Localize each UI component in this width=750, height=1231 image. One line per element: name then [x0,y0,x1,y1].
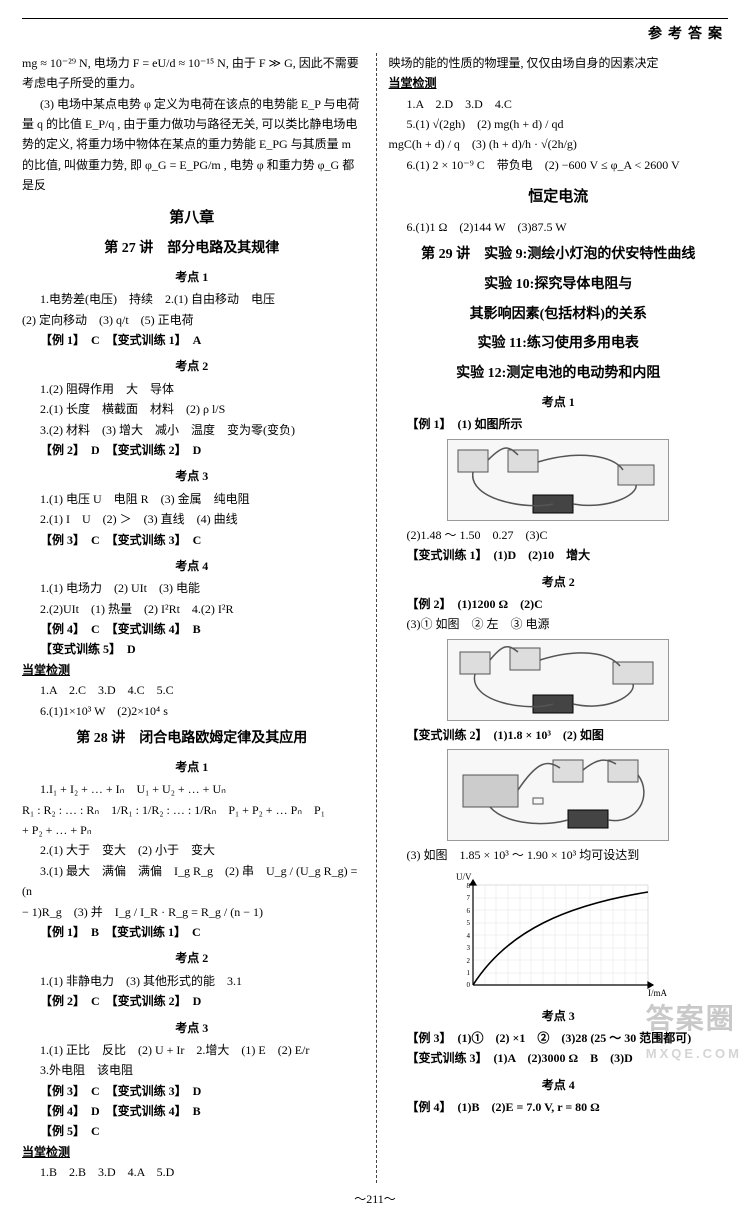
dt-a-line1: 1.A 2.D 3.D 4.C [389,94,729,114]
kd29-ex1: 【例 1】 (1) 如图所示 [389,414,729,434]
lecture-29b: 实验 10:探究导体电阻与 [389,273,729,297]
kaodian-28-3: 考点 3 [22,1018,362,1038]
kd4-ex4: 【例 4】 C 【变式训练 4】 B [22,619,362,639]
kaodian-2: 考点 2 [22,356,362,376]
svg-text:I/mA: I/mA [648,988,667,998]
dt28-heading: 当堂检测 [22,1142,362,1162]
kd3-line2: 2.(1) I U (2) ＞ (3) 直线 (4) 曲线 [22,509,362,529]
kd1-line1: 1.电势差(电压) 持续 2.(1) 自由移动 电压 [22,289,362,309]
svg-text:U/V: U/V [456,872,472,882]
lecture-28-heading: 第 28 讲 闭合电路欧姆定律及其应用 [22,727,362,751]
svg-text:1: 1 [467,969,471,977]
kd28-ex2: 【例 2】 C 【变式训练 2】 D [22,991,362,1011]
kaodian-28-1: 考点 1 [22,757,362,777]
dt27-heading: 当堂检测 [22,660,362,680]
kd2-ex2: 【例 2】 D 【变式训练 2】 D [22,440,362,460]
kd3-line1: 1.(1) 电压 U 电阻 R (3) 金属 纯电阻 [22,489,362,509]
svg-text:8: 8 [467,882,471,890]
dt-a-line2: 5.(1) √(2gh) (2) mg(h + d) / qd [389,114,729,134]
lecture-29d: 实验 11:练习使用多用电表 [389,332,729,356]
kd29-ex3: 【例 3】 (1)① (2) ×1 ② (3)28 (25 ～ 30 范围都可) [389,1028,729,1048]
kd29-ex2: 【例 2】 (1)1200 Ω (2)C [389,594,729,614]
dt27-line2: 6.(1)1×10³ W (2)2×10⁴ s [22,701,362,721]
svg-text:3: 3 [467,944,471,952]
svg-text:2: 2 [467,957,471,965]
kaodian-29-1: 考点 1 [389,392,729,412]
top-rule [22,18,728,19]
dt27-line1: 1.A 2.C 3.D 4.C 5.C [22,680,362,700]
kd29-var2: 【变式训练 2】 (1)1.8 × 10³ (2) 如图 [389,725,729,745]
right-column: 映场的能的性质的物理量, 仅仅由场自身的因素决定 当堂检测 1.A 2.D 3.… [376,53,729,1183]
kd29-ex4: 【例 4】 (1)B (2)E = 7.0 V, r = 80 Ω [389,1097,729,1117]
kd29-ex1-line2: (2)1.48 ～ 1.50 0.27 (3)C [389,525,729,545]
kd29-var1: 【变式训练 1】 (1)D (2)10 增大 [389,545,729,565]
paragraph-3: (3) 电场中某点电势 φ 定义为电荷在该点的电势能 E_P 与电荷量 q 的比… [22,94,362,196]
kd28-1-line6: − 1)R_g (3) 并 I_g / I_R · R_g = R_g / (n… [22,902,362,922]
uv-ima-graph: U/V I/mA [448,870,668,1000]
kd28-1-line4: 2.(1) 大于 变大 (2) 小于 变大 [22,840,362,860]
circuit-figure-3: 电路示意图（电表、待测元件、电源、开关） [447,749,669,841]
kd28-ex3: 【例 3】 C 【变式训练 3】 D [22,1081,362,1101]
circuit-figure-1: 电路示意图（两电表、滑动变阻器、电源） [447,439,669,521]
right-28-line: 6.(1)1 Ω (2)144 W (3)87.5 W [389,217,729,237]
kaodian-29-2: 考点 2 [389,572,729,592]
kd28-ex1: 【例 1】 B 【变式训练 1】 C [22,922,362,942]
kaodian-3: 考点 3 [22,466,362,486]
lecture-29e: 实验 12:测定电池的电动势和内阻 [389,362,729,386]
kd3-ex3: 【例 3】 C 【变式训练 3】 C [22,530,362,550]
kd28-3-line2: 3.外电阻 该电阻 [22,1060,362,1080]
kaodian-29-4: 考点 4 [389,1075,729,1095]
kd4-line2: 2.(2)UIt (1) 热量 (2) I²Rt 4.(2) I²R [22,599,362,619]
kd2-line1: 1.(2) 阻碍作用 大 导体 [22,379,362,399]
dt-a-line3: mgC(h + d) / q (3) (h + d)/h · √(2h/g) [389,134,729,154]
kd29-var2-line2: (3) 如图 1.85 × 10³ ～ 1.90 × 10³ 均可设达到 [389,845,729,865]
svg-text:7: 7 [467,894,471,902]
kd28-1-line1: 1.I₁ + I₂ + … + Iₙ U₁ + U₂ + … + Uₙ [22,779,362,799]
dt28-line1: 1.B 2.B 3.D 4.A 5.D [22,1162,362,1182]
circuit-figure-2: 电路示意图（电阻箱、电表、电源） [447,639,669,721]
dt-a-heading: 当堂检测 [389,73,729,93]
kd29-var3: 【变式训练 3】 (1)A (2)3000 Ω B (3)D [389,1048,729,1068]
kd2-line3: 3.(2) 材料 (3) 增大 减小 温度 变为零(变负) [22,420,362,440]
left-column: mg ≈ 10⁻²⁹ N, 电场力 F = eU/d ≈ 10⁻¹⁵ N, 由于… [22,53,362,1183]
right-top-para: 映场的能的性质的物理量, 仅仅由场自身的因素决定 [389,53,729,73]
kd28-3-line1: 1.(1) 正比 反比 (2) U + Ir 2.增大 (1) E (2) E/… [22,1040,362,1060]
lecture-27-heading: 第 27 讲 部分电路及其规律 [22,237,362,261]
kd28-ex4: 【例 4】 D 【变式训练 4】 B [22,1101,362,1121]
two-column-layout: mg ≈ 10⁻²⁹ N, 电场力 F = eU/d ≈ 10⁻¹⁵ N, 由于… [22,53,728,1183]
svg-text:0: 0 [467,981,471,989]
kd28-1-line3: + P₂ + … + Pₙ [22,820,362,840]
chapter-heading-right: 恒定电流 [389,185,729,211]
kd2-line2: 2.(1) 长度 横截面 材料 (2) ρ l/S [22,399,362,419]
lecture-29c: 其影响因素(包括材料)的关系 [389,303,729,327]
kaodian-28-2: 考点 2 [22,948,362,968]
dt-a-line4: 6.(1) 2 × 10⁻⁹ C 带负电 (2) −600 V ≤ φ_A < … [389,155,729,175]
kd28-1-line2: R₁ : R₂ : … : Rₙ 1/R₁ : 1/R₂ : … : 1/Rₙ … [22,800,362,820]
chapter-heading-left: 第八章 [22,206,362,232]
kaodian-4: 考点 4 [22,556,362,576]
kaodian-1: 考点 1 [22,267,362,287]
kd28-2-line1: 1.(1) 非静电力 (3) 其他形式的能 3.1 [22,971,362,991]
kd28-ex5: 【例 5】 C [22,1121,362,1141]
svg-text:6: 6 [467,907,471,915]
kaodian-29-3: 考点 3 [389,1006,729,1026]
svg-text:4: 4 [467,932,471,940]
svg-text:5: 5 [467,919,471,927]
page-number: ～211～ [22,1189,728,1209]
kd1-ex1: 【例 1】 C 【变式训练 1】 A [22,330,362,350]
intro-paragraph: mg ≈ 10⁻²⁹ N, 电场力 F = eU/d ≈ 10⁻¹⁵ N, 由于… [22,53,362,94]
kd4-line1: 1.(1) 电场力 (2) UIt (3) 电能 [22,578,362,598]
lecture-29a: 第 29 讲 实验 9:测绘小灯泡的伏安特性曲线 [389,243,729,267]
kd29-ex2-line2: (3)① 如图 ② 左 ③ 电源 [389,614,729,634]
page-section-title: 参考答案 [22,23,728,47]
kd4-ex5: 【变式训练 5】 D [22,639,362,659]
kd28-1-line5: 3.(1) 最大 满偏 满偏 I_g R_g (2) 串 U_g / (U_g … [22,861,362,902]
kd1-line2: (2) 定向移动 (3) q/t (5) 正电荷 [22,310,362,330]
